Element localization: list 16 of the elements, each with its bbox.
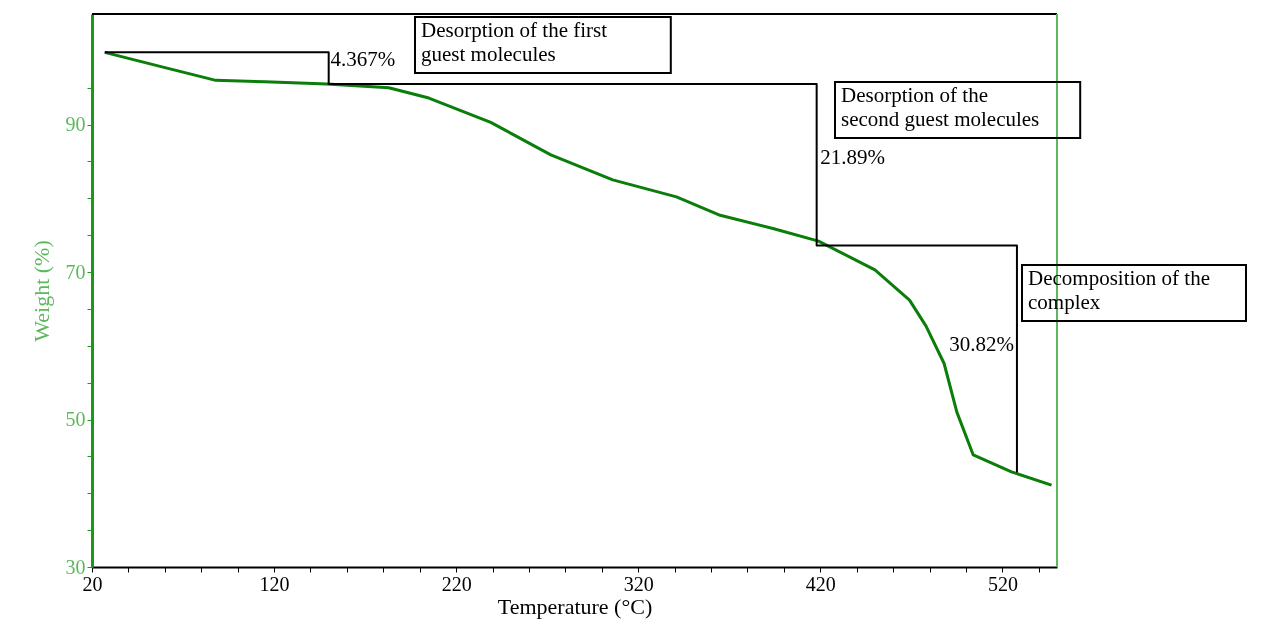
x-tick-label: 420: [805, 572, 836, 595]
x-axis-title: Temperature (°C): [497, 593, 653, 619]
y-tick-label: 30: [65, 555, 86, 578]
y-axis-title: Weight (%): [28, 240, 54, 342]
y-tick-label: 70: [65, 260, 86, 283]
annotation: 4.367%: [330, 47, 396, 72]
x-tick-label: 320: [623, 572, 654, 595]
annotation: 21.89%: [820, 144, 886, 169]
annotation: 30.82%: [949, 332, 1014, 356]
x-tick-label: 120: [259, 572, 290, 595]
y-tick-label: 90: [65, 113, 86, 136]
x-tick-label: 520: [987, 572, 1018, 595]
annotation: Desorption of the second guest molecules: [841, 83, 1040, 131]
annotation: Desorption of the first guest molecules: [421, 18, 608, 66]
x-tick-label: 220: [441, 572, 472, 595]
y-tick-label: 50: [65, 408, 86, 431]
